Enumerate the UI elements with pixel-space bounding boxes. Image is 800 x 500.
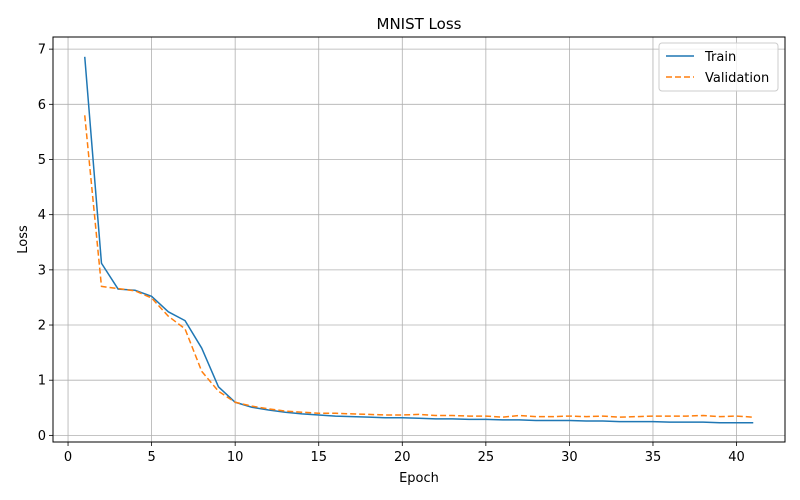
x-tick-label: 15 bbox=[310, 450, 327, 465]
x-tick-label: 20 bbox=[394, 450, 411, 465]
x-tick-label: 10 bbox=[227, 450, 244, 465]
y-tick-label: 1 bbox=[38, 374, 46, 389]
legend-box bbox=[658, 42, 779, 92]
series-lines bbox=[84, 56, 754, 424]
x-tick-label: 40 bbox=[728, 450, 745, 465]
y-tick-label: 6 bbox=[38, 98, 46, 113]
x-tick-label: 35 bbox=[645, 450, 662, 465]
y-tick-label: 2 bbox=[38, 319, 46, 334]
x-tick-label: 0 bbox=[64, 450, 72, 465]
axis-ticks: 0 5 10 15 20 25 30 35 40 0 1 2 3 4 5 6 7 bbox=[38, 43, 745, 465]
legend-label-train: Train bbox=[704, 50, 736, 65]
x-axis-title: Epoch bbox=[399, 471, 439, 486]
y-tick-label: 5 bbox=[38, 153, 46, 168]
y-axis-title: Loss bbox=[16, 225, 31, 254]
x-tick-label: 25 bbox=[478, 450, 495, 465]
y-tick-label: 0 bbox=[38, 429, 46, 444]
legend-label-validation: Validation bbox=[705, 71, 769, 86]
x-tick-label: 5 bbox=[147, 450, 155, 465]
plot-frame bbox=[52, 36, 786, 443]
chart-title: MNIST Loss bbox=[377, 15, 462, 33]
series-line-train bbox=[84, 56, 754, 424]
y-tick-label: 4 bbox=[38, 208, 46, 223]
series-line-validation bbox=[84, 115, 754, 418]
y-tick-label: 3 bbox=[38, 263, 46, 278]
grid bbox=[53, 37, 785, 442]
legend: Train Validation bbox=[658, 42, 779, 92]
x-tick-label: 30 bbox=[561, 450, 578, 465]
y-tick-label: 7 bbox=[38, 43, 46, 58]
